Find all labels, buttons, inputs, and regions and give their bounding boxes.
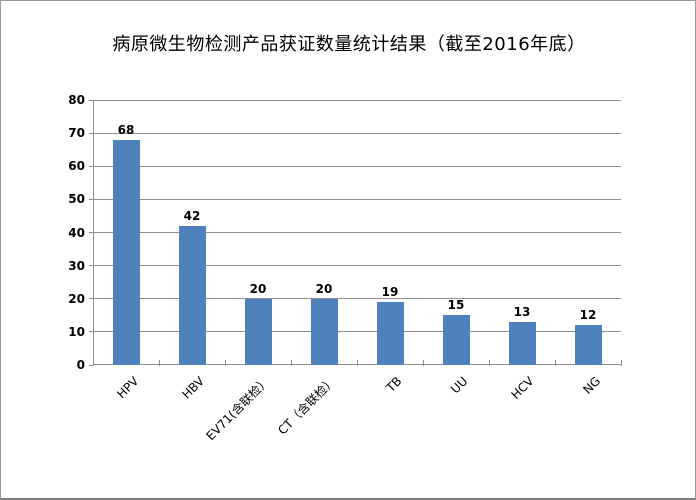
x-axis-category-label: CT（含联检） bbox=[275, 374, 339, 438]
bar bbox=[112, 139, 140, 365]
y-gridline bbox=[93, 198, 621, 200]
y-axis-tick-label: 20 bbox=[68, 291, 85, 306]
bar-value-label: 20 bbox=[315, 281, 333, 296]
x-tick-mark bbox=[554, 360, 556, 366]
bar bbox=[178, 225, 206, 365]
x-tick-mark bbox=[290, 360, 292, 366]
bar bbox=[244, 298, 272, 365]
y-axis-tick-label: 30 bbox=[68, 258, 85, 273]
y-gridline bbox=[93, 165, 621, 167]
x-axis-category-label: TB bbox=[383, 374, 405, 395]
y-tick-mark bbox=[89, 132, 93, 134]
y-gridline bbox=[93, 298, 621, 300]
x-axis-category-label: NG bbox=[580, 374, 603, 397]
y-tick-mark bbox=[89, 198, 93, 200]
y-tick-mark bbox=[89, 265, 93, 267]
y-tick-mark bbox=[89, 364, 93, 366]
y-tick-mark bbox=[89, 232, 93, 233]
bar bbox=[310, 298, 338, 365]
x-axis-category-label: HPV bbox=[113, 374, 141, 402]
bar-value-label: 13 bbox=[513, 304, 531, 319]
bar bbox=[442, 315, 470, 365]
y-axis-tick-label: 50 bbox=[68, 192, 85, 207]
bar bbox=[508, 321, 536, 365]
x-axis-category-label: EV71(含联检） bbox=[203, 374, 273, 444]
x-tick-mark bbox=[92, 360, 94, 366]
bar-value-label: 12 bbox=[579, 308, 597, 323]
x-tick-mark bbox=[488, 360, 490, 366]
y-tick-mark bbox=[89, 99, 93, 101]
y-tick-mark bbox=[89, 331, 93, 333]
y-gridline bbox=[93, 232, 621, 233]
x-tick-mark bbox=[158, 360, 160, 366]
x-tick-mark bbox=[422, 360, 424, 366]
bar-value-label: 68 bbox=[117, 122, 135, 137]
y-axis-tick-label: 0 bbox=[76, 358, 85, 372]
y-gridline bbox=[93, 331, 621, 333]
bar-value-label: 42 bbox=[183, 208, 201, 223]
y-gridline bbox=[93, 265, 621, 267]
bar bbox=[376, 302, 404, 365]
y-tick-mark bbox=[89, 165, 93, 167]
x-tick-mark bbox=[224, 360, 226, 366]
y-gridline bbox=[93, 132, 621, 134]
y-axis-tick-label: 60 bbox=[68, 159, 85, 174]
y-axis-tick-label: 10 bbox=[68, 324, 85, 339]
chart-title: 病原微生物检测产品获证数量统计结果（截至2016年底） bbox=[112, 34, 586, 55]
x-axis-category-label: HBV bbox=[179, 374, 207, 402]
x-tick-mark bbox=[356, 360, 358, 366]
bar-value-label: 20 bbox=[249, 281, 267, 296]
bar-value-label: 15 bbox=[447, 298, 465, 313]
bar bbox=[574, 325, 602, 365]
x-axis-category-label: HCV bbox=[508, 374, 537, 403]
y-axis-tick-label: 70 bbox=[68, 126, 85, 141]
y-axis-tick-label: 80 bbox=[68, 93, 85, 107]
x-axis-category-label: UU bbox=[448, 374, 471, 397]
y-tick-mark bbox=[89, 298, 93, 300]
y-axis-tick-label: 40 bbox=[68, 225, 85, 240]
x-tick-mark bbox=[620, 360, 622, 366]
bar-value-label: 19 bbox=[381, 285, 399, 300]
y-gridline bbox=[93, 99, 621, 101]
